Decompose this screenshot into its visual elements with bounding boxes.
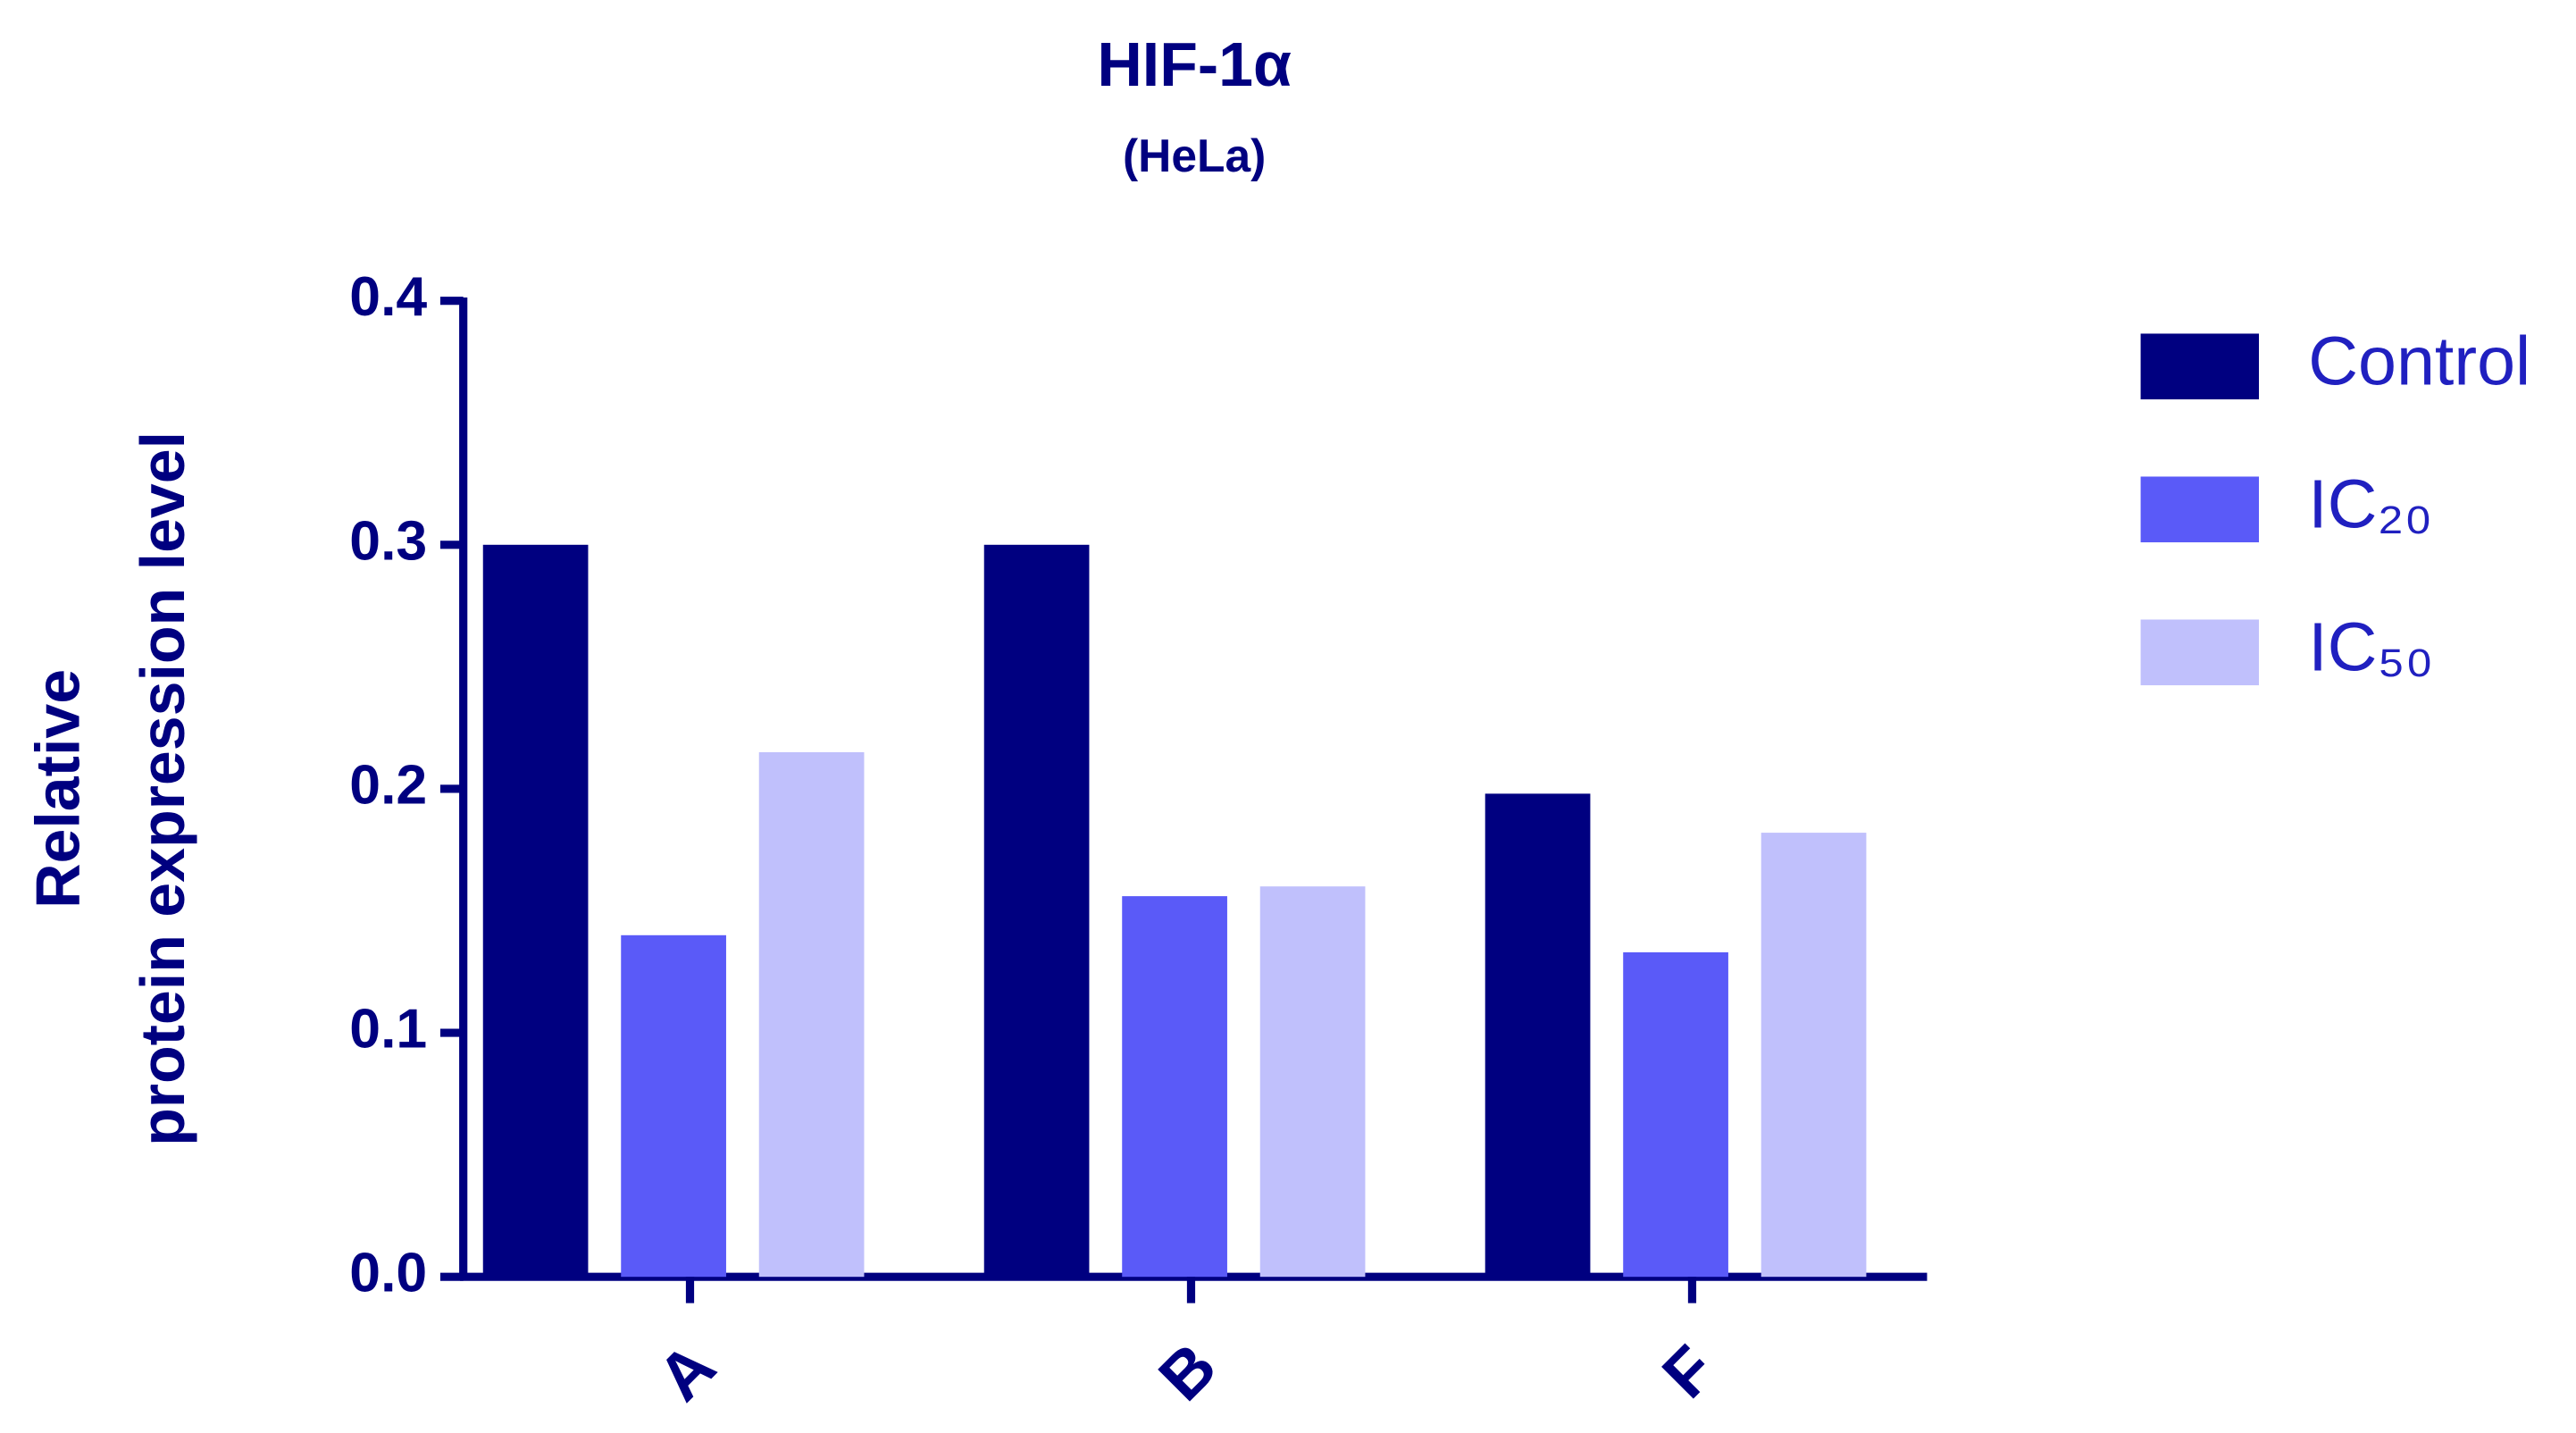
y-tick-label: 0.3 (349, 509, 427, 572)
bar (758, 751, 865, 1278)
bar (1761, 833, 1867, 1278)
bar (1623, 951, 1728, 1278)
legend-label: IC₂₀ (2308, 466, 2432, 543)
x-tick-label: F (1648, 1331, 1728, 1412)
x-tick-label: A (643, 1328, 729, 1414)
legend-swatch (2140, 333, 2260, 400)
y-axis-title: Relative protein expression level (22, 432, 197, 1146)
legend-swatch (2140, 476, 2260, 543)
bar (983, 544, 1090, 1278)
y-tick-label: 0.1 (349, 998, 427, 1060)
bar (1485, 793, 1591, 1278)
y-tick-label: 0.0 (349, 1242, 427, 1304)
y-axis-title-line: Relative (22, 669, 92, 909)
y-tick-label: 0.2 (349, 753, 427, 816)
x-tick-label: B (1144, 1328, 1230, 1414)
bar (482, 544, 589, 1278)
chart-subtitle: (HeLa) (1123, 130, 1266, 181)
y-axis-title-line: protein expression level (128, 432, 197, 1146)
legend-label: IC₅₀ (2308, 609, 2433, 686)
bar (621, 934, 726, 1278)
chart-title: HIF-1α (1097, 29, 1292, 99)
bar (1122, 896, 1227, 1278)
legend-swatch (2140, 619, 2260, 686)
legend-label: Control (2308, 323, 2530, 400)
y-tick-label: 0.4 (349, 265, 427, 328)
bar (1259, 886, 1366, 1278)
